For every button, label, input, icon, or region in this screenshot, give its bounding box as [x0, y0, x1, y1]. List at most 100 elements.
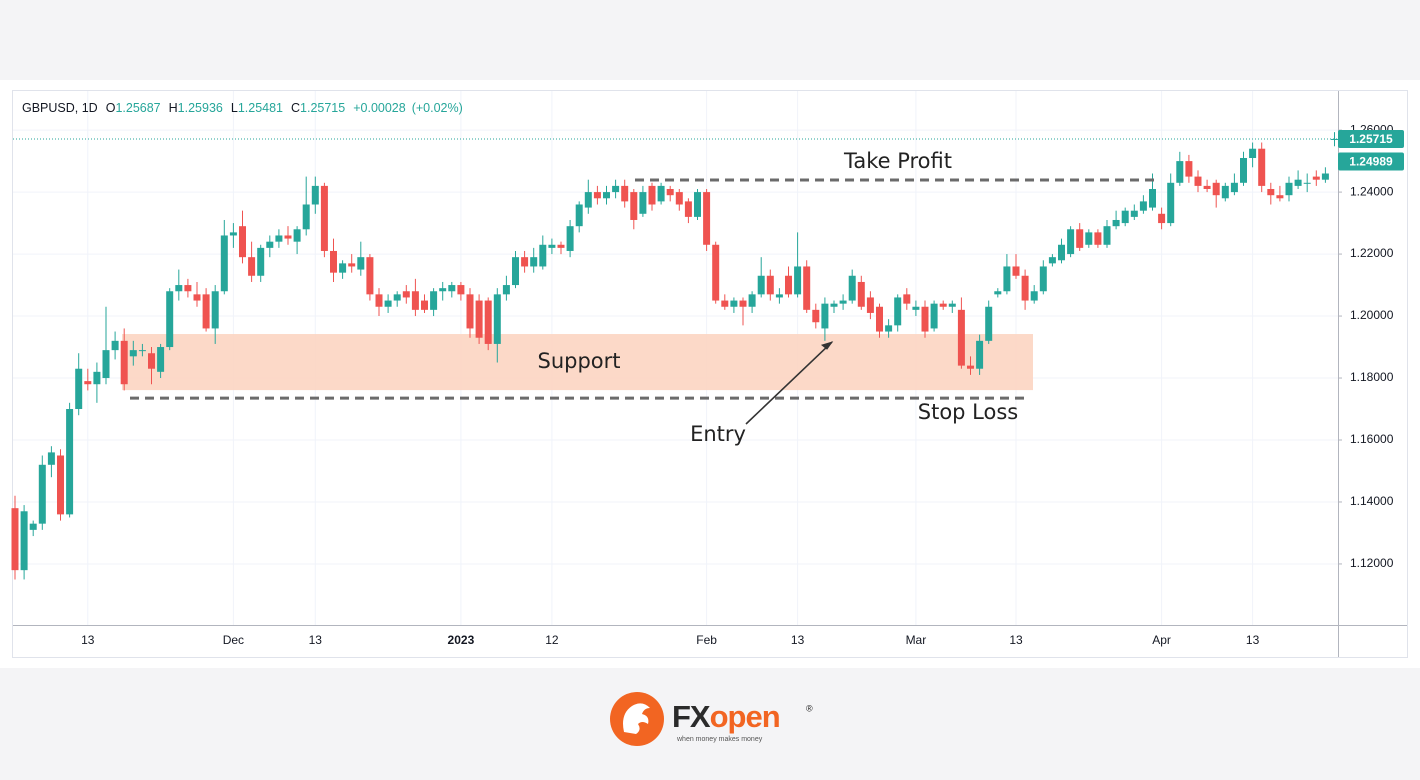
- price-tag-label: 1.25715: [1349, 132, 1393, 146]
- candle-body: [1103, 226, 1111, 245]
- candle-body: [475, 300, 483, 338]
- candle-body: [530, 257, 538, 267]
- entry-arrow: [745, 341, 833, 425]
- candle-body: [775, 294, 783, 298]
- candle-body: [375, 294, 383, 307]
- candle-body: [721, 300, 729, 307]
- candle-body: [1276, 195, 1284, 199]
- candle-body: [1194, 176, 1202, 186]
- axes: 1.12000 1.14000 1.16000 1.18000 1.20000 1.220…: [81, 122, 1404, 647]
- candle-body: [748, 294, 756, 307]
- x-tick-label: 12: [545, 633, 559, 647]
- candle-body: [1203, 185, 1211, 189]
- y-tick-label: 1.22000: [1350, 246, 1394, 260]
- y-tick-label: 1.18000: [1350, 370, 1394, 384]
- x-tick-label: 2023: [448, 633, 475, 647]
- candle-body: [439, 288, 447, 292]
- candle-body: [320, 185, 328, 251]
- candle-body: [421, 300, 428, 310]
- candle-body: [330, 250, 337, 273]
- logo-text: FXopen: [672, 699, 780, 734]
- candle-body: [684, 201, 692, 217]
- candle-body: [1294, 179, 1302, 186]
- candle-body: [1176, 161, 1184, 183]
- x-tick-label: 13: [81, 633, 95, 647]
- candle-body: [985, 306, 993, 341]
- candle-body: [1085, 232, 1093, 245]
- legend-label: L: [231, 101, 238, 115]
- candle-body: [202, 294, 210, 329]
- candle-body: [548, 244, 556, 248]
- candle-body: [1149, 188, 1156, 208]
- candle-body: [1230, 182, 1238, 193]
- candle-body: [466, 294, 474, 329]
- candle-body: [830, 303, 838, 307]
- candle-body: [257, 247, 265, 276]
- candle-body: [593, 192, 601, 199]
- candle-body: [229, 232, 237, 236]
- candle-body: [138, 350, 146, 352]
- candles: [11, 132, 1338, 580]
- candle-body: [921, 306, 929, 332]
- candle-body: [384, 300, 392, 307]
- candle-body: [739, 300, 747, 307]
- logo: FXopen ® when money makes money: [610, 692, 813, 746]
- candle-body: [402, 291, 410, 298]
- candle-body: [657, 185, 665, 202]
- candle-body: [1048, 257, 1056, 264]
- candle-body: [120, 340, 128, 385]
- candle-body: [1240, 158, 1247, 183]
- candle-body: [1312, 176, 1320, 180]
- candle-body: [84, 381, 92, 385]
- legend-value: 1.25715: [300, 101, 345, 115]
- candle-body: [1058, 244, 1065, 261]
- candle-body: [1212, 182, 1220, 196]
- candle-body: [1167, 182, 1175, 224]
- logo-open: open: [710, 699, 780, 734]
- candle-body: [1285, 182, 1293, 196]
- candle-body: [566, 226, 574, 251]
- candle-body: [957, 309, 965, 366]
- candle-body: [484, 300, 492, 344]
- candle-body: [675, 192, 683, 205]
- candle-body: [1003, 266, 1011, 292]
- candle-body: [93, 371, 101, 385]
- candle-body: [29, 523, 37, 530]
- candle-body: [839, 300, 847, 304]
- x-tick-label: 13: [1009, 633, 1023, 647]
- candle-body: [1121, 210, 1129, 224]
- candle-body: [766, 275, 774, 295]
- legend-label: C: [291, 101, 300, 115]
- candle-body: [75, 368, 83, 410]
- candle-body: [1030, 291, 1038, 301]
- candle-body: [248, 257, 256, 276]
- candle-body: [57, 455, 64, 515]
- support-label: Support: [537, 349, 620, 373]
- y-tick-label: 1.24000: [1350, 184, 1394, 198]
- candle-body: [666, 188, 674, 196]
- candle-body: [994, 291, 1002, 295]
- candle-body: [785, 275, 792, 295]
- candle-body: [1076, 229, 1084, 248]
- candle-body: [366, 257, 374, 295]
- candle-body: [211, 291, 219, 329]
- candle-body: [239, 226, 246, 258]
- candle-body: [584, 192, 592, 208]
- candle-body: [430, 291, 438, 310]
- annotations-front: Take Profit Support Stop Loss Entry: [13, 138, 1338, 446]
- candle-body: [1221, 185, 1229, 199]
- candle-body: [1139, 201, 1147, 211]
- candle-body: [1112, 219, 1120, 227]
- candle-body: [1331, 138, 1338, 140]
- candle-body: [175, 285, 183, 292]
- candle-body: [648, 185, 656, 205]
- candle-body: [894, 297, 902, 326]
- candle-body: [1303, 182, 1311, 184]
- y-tick-label: 1.12000: [1350, 556, 1394, 570]
- candle-body: [311, 185, 319, 205]
- candle-body: [38, 464, 46, 524]
- legend-change: +0.00028: [353, 101, 406, 115]
- candle-body: [575, 204, 583, 227]
- candle-body: [357, 257, 365, 270]
